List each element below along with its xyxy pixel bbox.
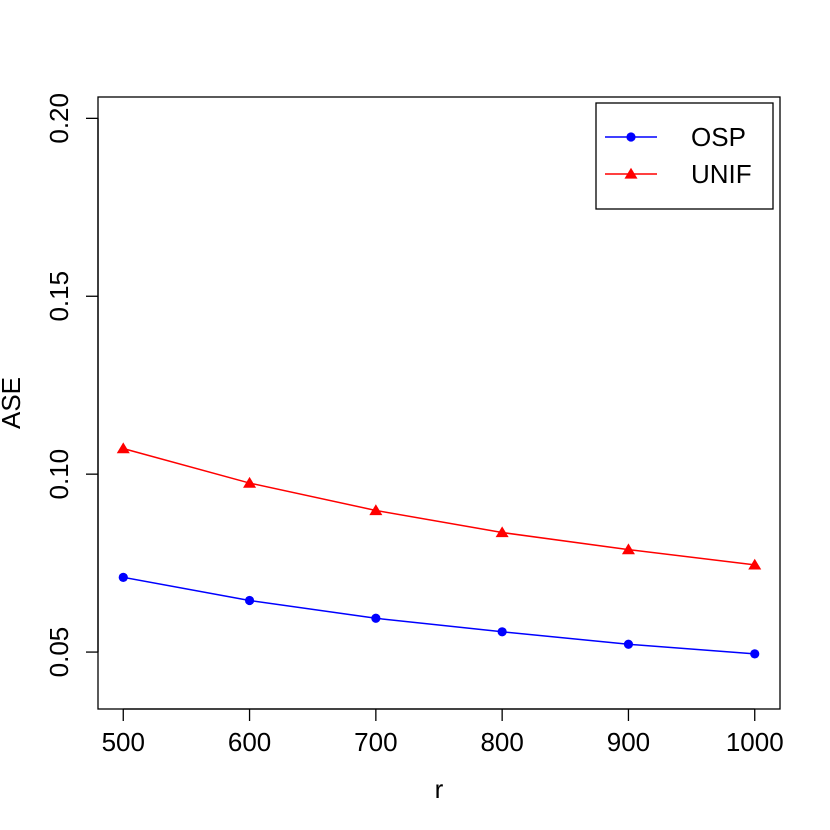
series-osp: [118, 572, 760, 659]
x-axis-title: r: [435, 774, 444, 804]
series-layer: [116, 442, 762, 659]
series-unif: [116, 442, 762, 570]
series-line-osp: [123, 576, 755, 655]
data-point-unif: [243, 476, 257, 488]
x-tick-label: 800: [480, 727, 523, 757]
y-axis: 0.05 0.10 0.15 0.20: [44, 93, 99, 678]
legend-marker-osp: [626, 132, 636, 142]
data-point-unif: [116, 442, 130, 454]
y-tick-label: 0.05: [44, 627, 74, 678]
y-tick-label: 0.10: [44, 449, 74, 500]
data-point-osp: [497, 627, 507, 637]
data-point-osp: [371, 613, 381, 623]
y-axis-title: ASE: [0, 377, 26, 429]
x-tick-label: 1000: [726, 727, 784, 757]
data-point-osp: [244, 595, 255, 606]
data-point-unif: [495, 526, 509, 538]
data-point-osp: [750, 649, 760, 659]
x-tick-label: 600: [228, 727, 271, 757]
legend-label-osp: OSP: [691, 122, 746, 152]
data-point-osp: [623, 639, 634, 649]
data-point-unif: [369, 504, 383, 516]
x-axis: 500 600 700 800 900 1000: [102, 708, 784, 757]
data-point-unif: [748, 558, 762, 570]
legend-label-unif: UNIF: [691, 159, 752, 189]
y-tick-label: 0.15: [44, 271, 74, 322]
legend: OSP UNIF: [595, 102, 774, 210]
legend-box: [595, 102, 774, 210]
x-tick-label: 700: [354, 727, 397, 757]
legend-marker-unif: [624, 167, 638, 179]
x-tick-label: 900: [607, 727, 650, 757]
data-point-osp: [118, 572, 128, 582]
series-line-unif: [123, 447, 755, 566]
y-tick-label: 0.20: [44, 93, 74, 144]
data-point-unif: [621, 543, 635, 555]
x-tick-label: 500: [102, 727, 145, 757]
